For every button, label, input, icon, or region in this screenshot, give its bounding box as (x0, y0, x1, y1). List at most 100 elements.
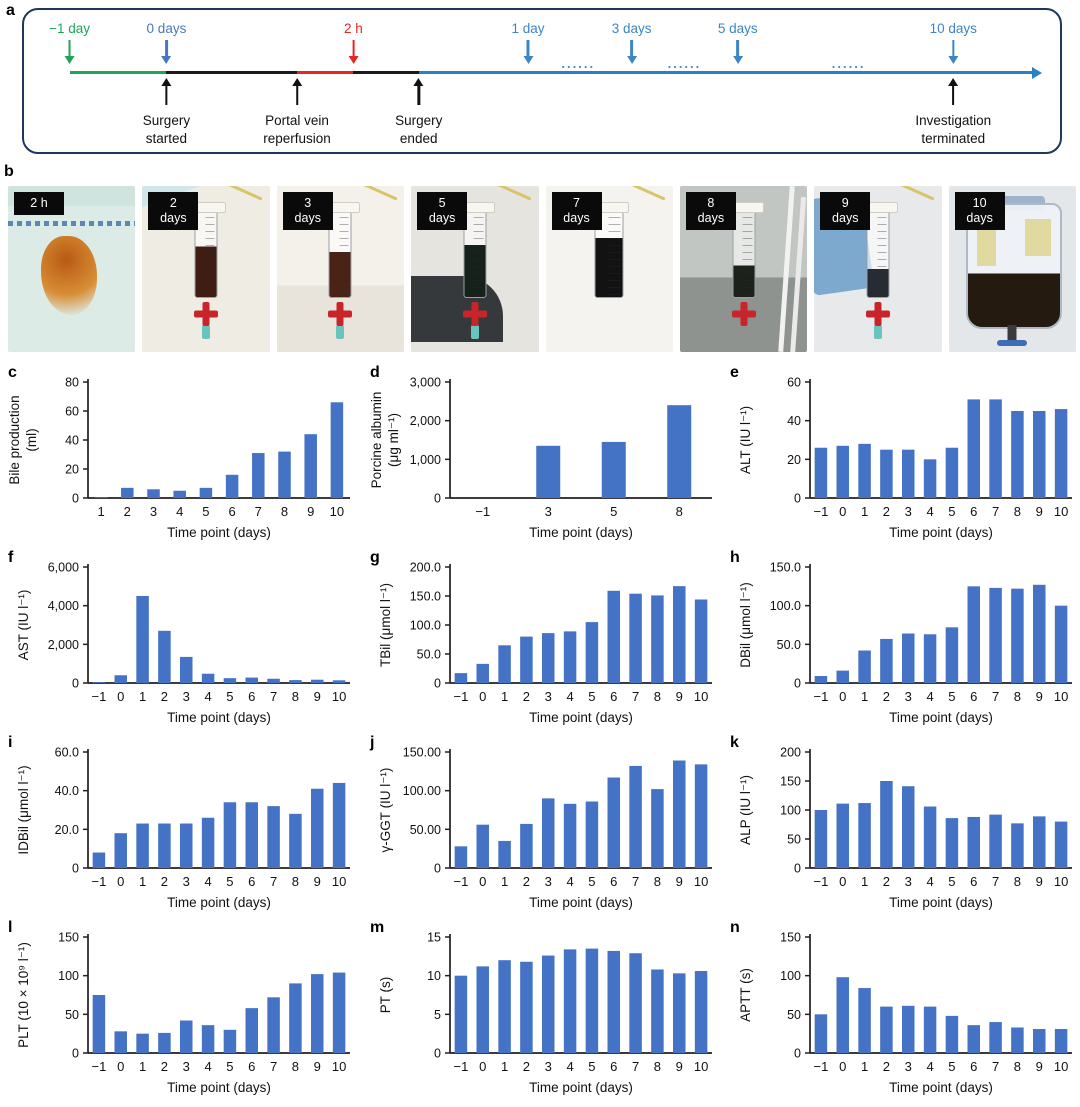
bile-syringe-image (814, 186, 942, 352)
bile-stain-gauze-image (8, 186, 136, 352)
svg-text:7: 7 (992, 689, 999, 704)
svg-text:4: 4 (204, 689, 211, 704)
svg-text:Time point (days): Time point (days) (167, 1080, 271, 1095)
svg-text:7: 7 (255, 504, 262, 519)
timeline-segment-blue (418, 71, 1034, 74)
svg-text:−1: −1 (454, 874, 469, 889)
timeline-marker-label: 2 h (344, 21, 363, 36)
svg-text:1: 1 (501, 874, 508, 889)
svg-text:TBil (μmol l⁻¹): TBil (μmol l⁻¹) (378, 583, 393, 667)
svg-text:150: 150 (780, 931, 801, 945)
svg-text:2: 2 (883, 689, 890, 704)
photo-label: 2 days (148, 192, 199, 230)
timeline-ellipsis: ...... (561, 56, 596, 71)
chart-panel-j: j 0 50.00 100.00 150.00 −1 0 1 2 3 4 5 6 7 8 9 10 Time p… (368, 734, 720, 922)
svg-text:2: 2 (523, 874, 530, 889)
svg-text:5: 5 (434, 1008, 441, 1022)
svg-text:3: 3 (183, 689, 190, 704)
svg-text:Time point (days): Time point (days) (529, 895, 633, 910)
svg-text:2,000: 2,000 (410, 414, 441, 428)
svg-text:3: 3 (545, 504, 552, 519)
svg-text:0: 0 (839, 874, 846, 889)
svg-text:9: 9 (314, 689, 321, 704)
svg-text:5: 5 (226, 874, 233, 889)
svg-text:6,000: 6,000 (48, 561, 79, 575)
svg-text:9: 9 (676, 874, 683, 889)
svg-text:5: 5 (226, 689, 233, 704)
timeline-marker-label: −1 day (49, 21, 91, 36)
svg-text:−1: −1 (475, 504, 490, 519)
arrow-up-icon (165, 86, 168, 105)
svg-text:3: 3 (183, 874, 190, 889)
svg-text:6: 6 (610, 1059, 617, 1074)
svg-text:0: 0 (479, 874, 486, 889)
svg-text:Time point (days): Time point (days) (889, 710, 993, 725)
arrow-down-icon (526, 40, 530, 57)
svg-text:150.00: 150.00 (403, 746, 441, 760)
chart-panel-f: f 0 2,000 4,000 6,000 −1 0 1 2 3 4 5 6 7 8 9 10 Time poi… (6, 549, 358, 737)
svg-text:0: 0 (794, 862, 801, 876)
timeline-event-surgery-started: Surgery started (143, 78, 190, 147)
svg-text:3: 3 (905, 689, 912, 704)
svg-text:2: 2 (883, 504, 890, 519)
svg-text:γ-GGT (IU l⁻¹): γ-GGT (IU l⁻¹) (378, 768, 393, 853)
bar-chart-porcine-albumin: 0 1,000 2,000 3,000 −1 3 5 8 Time point (days) Po… (369, 376, 712, 540)
photo-2days: 2 days (142, 186, 270, 352)
timeline-marker-0days: 0 days (146, 21, 187, 57)
svg-text:2: 2 (124, 504, 131, 519)
svg-text:4: 4 (566, 689, 573, 704)
svg-text:9: 9 (1036, 504, 1043, 519)
svg-text:3: 3 (545, 874, 552, 889)
svg-text:10: 10 (1054, 504, 1068, 519)
svg-text:8: 8 (281, 504, 288, 519)
photo-label: 7 days (551, 192, 602, 230)
svg-text:40: 40 (65, 434, 79, 448)
svg-text:9: 9 (314, 1059, 321, 1074)
svg-text:4: 4 (926, 504, 933, 519)
svg-text:7: 7 (992, 874, 999, 889)
timeline-event-label: Portal vein reperfusion (263, 112, 331, 147)
svg-text:40: 40 (787, 414, 801, 428)
svg-text:150.0: 150.0 (770, 561, 801, 575)
svg-text:1: 1 (861, 1059, 868, 1074)
svg-text:Time point (days): Time point (days) (167, 895, 271, 910)
event-label-line2: terminated (921, 130, 986, 146)
svg-text:6: 6 (610, 689, 617, 704)
svg-text:2: 2 (523, 1059, 530, 1074)
chart-panel-m: m 0 5 10 15 −1 0 1 2 3 4 5 6 7 8 9 10 Time point (days) P… (368, 919, 720, 1107)
panel-letter-j: j (370, 734, 375, 751)
timeline-diagram: −1 day 0 days 2 h 1 day 3 days 5 days 10… (22, 8, 1062, 154)
svg-text:8: 8 (676, 504, 683, 519)
svg-text:Time point (days): Time point (days) (529, 710, 633, 725)
svg-text:5: 5 (588, 1059, 595, 1074)
svg-text:ALT (IU l⁻¹): ALT (IU l⁻¹) (738, 406, 753, 474)
svg-text:Time point (days): Time point (days) (529, 1080, 633, 1095)
chart-panel-i: i 0 20.0 40.0 60.0 −1 0 1 2 3 4 5 6 7 8 9 10 Time point … (6, 734, 358, 922)
event-label-line2: reperfusion (263, 130, 331, 146)
svg-text:10: 10 (330, 504, 344, 519)
timeline-marker-label: 0 days (146, 21, 187, 36)
svg-text:Bile production: Bile production (7, 395, 22, 484)
svg-text:8: 8 (292, 689, 299, 704)
timeline-event-label: Surgery started (143, 112, 190, 147)
panel-letter-i: i (8, 734, 13, 751)
svg-text:2: 2 (161, 874, 168, 889)
svg-text:50.0: 50.0 (417, 648, 441, 662)
timeline-segment-red (296, 71, 354, 74)
svg-text:4: 4 (204, 874, 211, 889)
photo-label: 10 days (954, 192, 1005, 230)
svg-text:7: 7 (632, 874, 639, 889)
timeline-event-investigation-terminated: Investigation terminated (915, 78, 991, 147)
chart-panel-c: c 0 20 40 60 80 1 2 3 4 5 6 7 8 9 10 Time point (days) B… (6, 364, 358, 552)
svg-text:Time point (days): Time point (days) (167, 525, 271, 540)
svg-text:3: 3 (545, 1059, 552, 1074)
svg-text:4,000: 4,000 (48, 599, 79, 613)
svg-text:7: 7 (632, 689, 639, 704)
svg-text:100.0: 100.0 (410, 619, 441, 633)
svg-text:−1: −1 (92, 689, 107, 704)
svg-text:9: 9 (1036, 874, 1043, 889)
svg-text:5: 5 (202, 504, 209, 519)
